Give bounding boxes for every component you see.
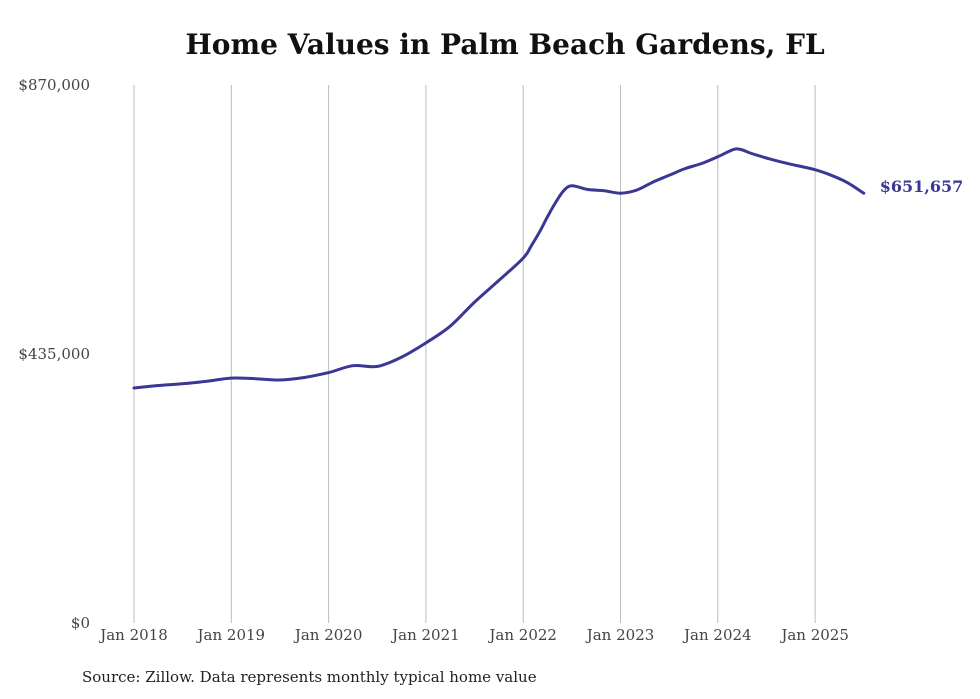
y-tick-label: $435,000 [18, 345, 90, 363]
y-tick-label: $870,000 [18, 76, 90, 94]
x-tick-label: Jan 2024 [682, 626, 752, 644]
chart-title: Home Values in Palm Beach Gardens, FL [185, 28, 825, 61]
x-tick-label: Jan 2023 [585, 626, 655, 644]
grid-lines [133, 85, 816, 623]
series-layer [132, 147, 866, 390]
x-tick-label: Jan 2019 [196, 626, 266, 644]
x-tick-label: Jan 2020 [293, 626, 363, 644]
source-note: Source: Zillow. Data represents monthly … [82, 668, 537, 686]
y-tick-label: $0 [71, 614, 90, 632]
x-tick-label: Jan 2018 [98, 626, 168, 644]
x-tick-label: Jan 2021 [390, 626, 460, 644]
x-tick-label: Jan 2022 [487, 626, 557, 644]
x-axis-ticks: Jan 2018 Jan 2019 Jan 2020 Jan 2021 Jan 2022… [98, 626, 849, 644]
y-axis-ticks: $0 $435,000 $870,000 [18, 76, 90, 632]
annotation-layer: $651,657 [880, 177, 964, 196]
end-value-label: $651,657 [880, 177, 964, 196]
series-line [132, 147, 866, 390]
x-tick-label: Jan 2025 [779, 626, 849, 644]
